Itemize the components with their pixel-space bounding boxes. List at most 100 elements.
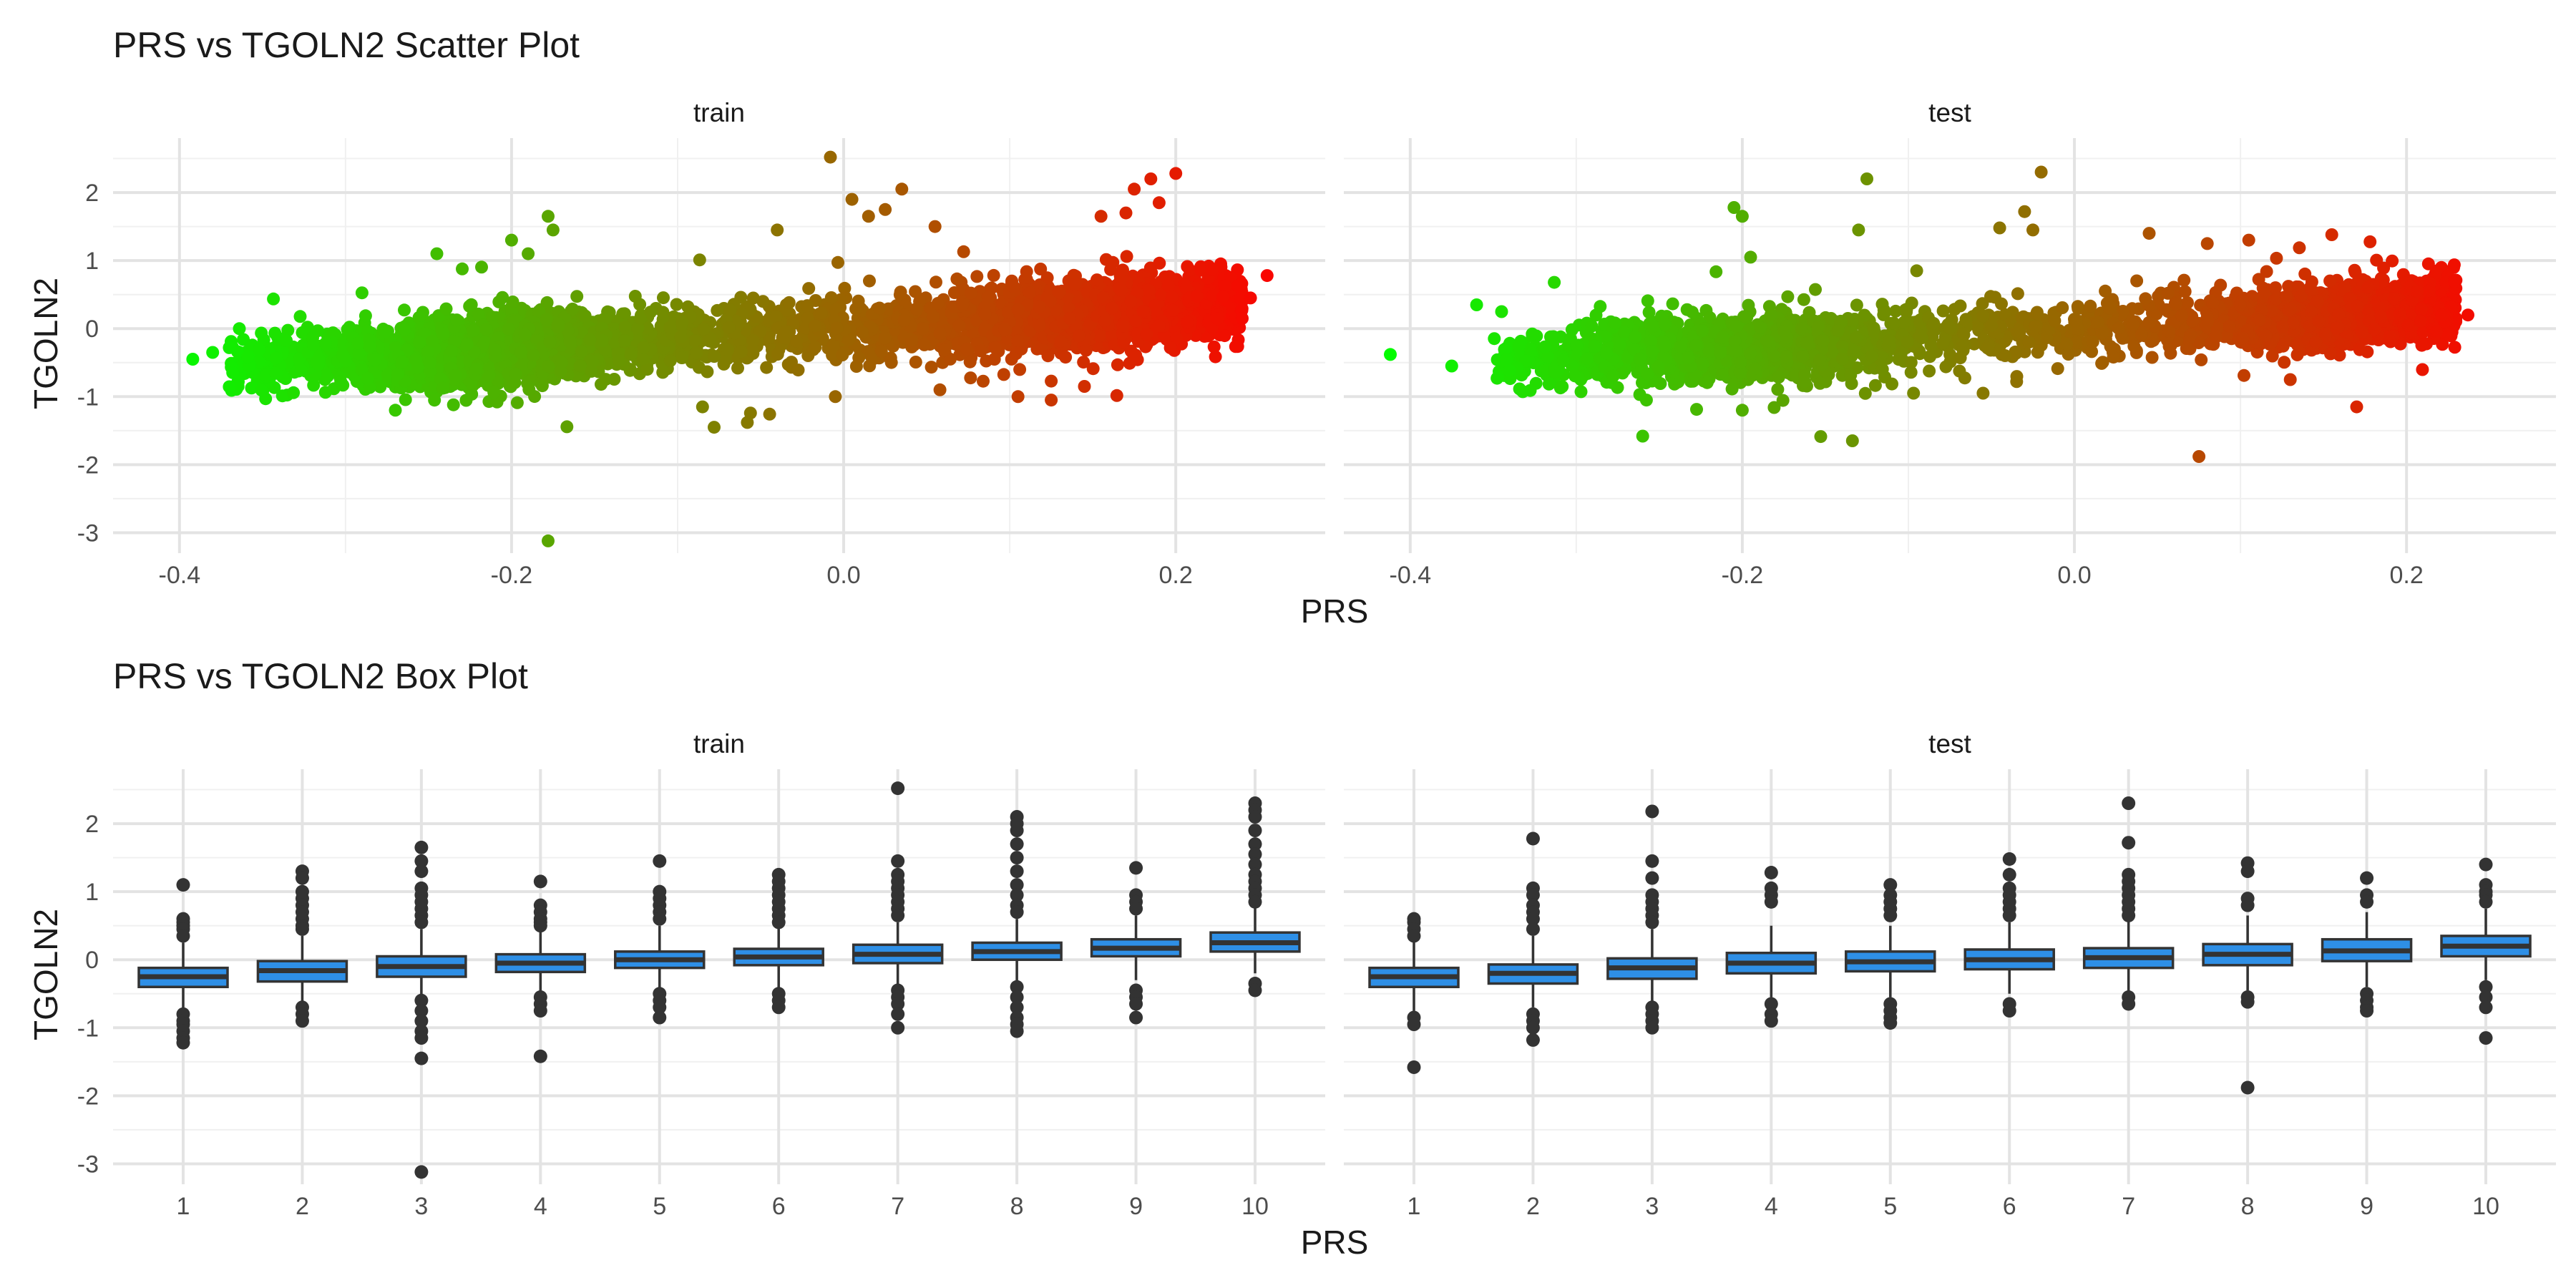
- scatter-point: [657, 291, 670, 305]
- scatter-point: [760, 361, 774, 374]
- scatter-point: [970, 270, 984, 283]
- scatter-point: [1011, 334, 1025, 348]
- scatter-point: [688, 334, 701, 348]
- scatter-point: [809, 341, 822, 354]
- scatter-point: [982, 291, 995, 304]
- scatter-point: [318, 386, 332, 399]
- scatter-point: [552, 317, 565, 331]
- scatter-facet-label-train: train: [693, 98, 745, 127]
- scatter-point: [909, 356, 922, 369]
- scatter-point: [977, 374, 990, 388]
- scatter-point: [927, 310, 940, 323]
- scatter-point: [599, 373, 613, 386]
- scatter-point: [1086, 362, 1100, 376]
- scatter-point: [1140, 328, 1153, 341]
- scatter-point: [693, 253, 706, 267]
- scatter-point: [1216, 291, 1229, 303]
- scatter-point: [831, 255, 844, 269]
- scatter-point: [436, 381, 449, 395]
- scatter-point: [863, 274, 876, 288]
- scatter-point: [830, 321, 844, 335]
- scatter-point: [874, 344, 888, 358]
- scatter-point: [1153, 256, 1166, 270]
- scatter-point: [1059, 351, 1073, 364]
- scatter-point: [708, 350, 721, 363]
- scatter-point: [287, 386, 301, 399]
- scatter-point: [555, 356, 568, 369]
- scatter-point: [399, 393, 412, 406]
- scatter-point: [294, 364, 308, 377]
- scatter-point: [633, 298, 647, 311]
- scatter-point: [1129, 348, 1143, 362]
- scatter-point: [1007, 280, 1020, 293]
- scatter-point: [924, 361, 938, 374]
- scatter-point: [522, 383, 536, 396]
- scatter-point: [1041, 349, 1055, 363]
- scatter-point: [1068, 278, 1082, 291]
- scatter-point: [801, 299, 814, 313]
- scatter-point: [573, 359, 587, 373]
- scatter-point: [897, 313, 911, 327]
- scatter-point: [937, 343, 951, 357]
- scatter-point: [931, 297, 945, 310]
- scatter-point: [496, 291, 509, 304]
- scatter-point: [1166, 290, 1179, 303]
- scatter-point: [790, 334, 804, 348]
- scatter-point: [930, 275, 942, 289]
- scatter-point: [663, 354, 677, 368]
- scatter-point: [487, 386, 501, 399]
- scatter-point: [391, 367, 404, 381]
- scatter-point: [1054, 334, 1068, 348]
- scatter-point: [674, 330, 688, 343]
- scatter-point: [916, 322, 930, 336]
- scatter-point: [267, 292, 280, 306]
- scatter-point: [625, 348, 638, 361]
- scatter-point: [563, 335, 577, 348]
- scatter-point: [1219, 279, 1232, 293]
- scatter-point: [1045, 374, 1058, 388]
- scatter-point: [771, 348, 784, 361]
- scatter-point: [428, 394, 441, 407]
- scatter-point: [570, 290, 584, 303]
- scatter-point: [253, 343, 266, 356]
- scatter-point: [575, 345, 588, 358]
- scatter-point: [467, 323, 480, 337]
- scatter-point: [1011, 303, 1025, 316]
- scatter-point: [838, 281, 852, 295]
- scatter-point: [268, 326, 282, 340]
- scatter-point: [540, 313, 553, 326]
- scatter-title: PRS vs TGOLN2 Scatter Plot: [113, 25, 580, 65]
- scatter-point: [411, 361, 424, 374]
- scatter-point: [233, 322, 246, 336]
- scatter-point: [1162, 279, 1176, 293]
- scatter-point: [964, 286, 977, 300]
- scatter-point: [241, 351, 255, 364]
- scatter-point: [763, 407, 776, 421]
- scatter-point: [721, 343, 734, 356]
- scatter-point: [791, 364, 805, 377]
- scatter-point: [1229, 340, 1242, 353]
- scatter-point: [675, 351, 688, 364]
- scatter-point: [1209, 350, 1222, 364]
- scatter-point: [933, 327, 947, 341]
- scatter-point: [960, 342, 974, 356]
- scatter-point: [987, 353, 1001, 366]
- scatter-point: [310, 356, 323, 369]
- scatter-point: [1142, 283, 1156, 297]
- scatter-point: [280, 334, 293, 347]
- scatter-point: [690, 346, 703, 360]
- scatter-point: [734, 345, 748, 358]
- scatter-point: [456, 262, 469, 275]
- scatter-point: [997, 368, 1010, 381]
- scatter-point: [1111, 358, 1124, 371]
- scatter-point: [782, 296, 796, 309]
- scatter-point: [1020, 265, 1033, 278]
- scatter-point: [998, 323, 1012, 336]
- scatter-point: [1113, 281, 1126, 295]
- scatter-point: [560, 420, 574, 434]
- scatter-point: [964, 371, 977, 385]
- scatter-point: [711, 303, 724, 317]
- scatter-point: [856, 326, 869, 339]
